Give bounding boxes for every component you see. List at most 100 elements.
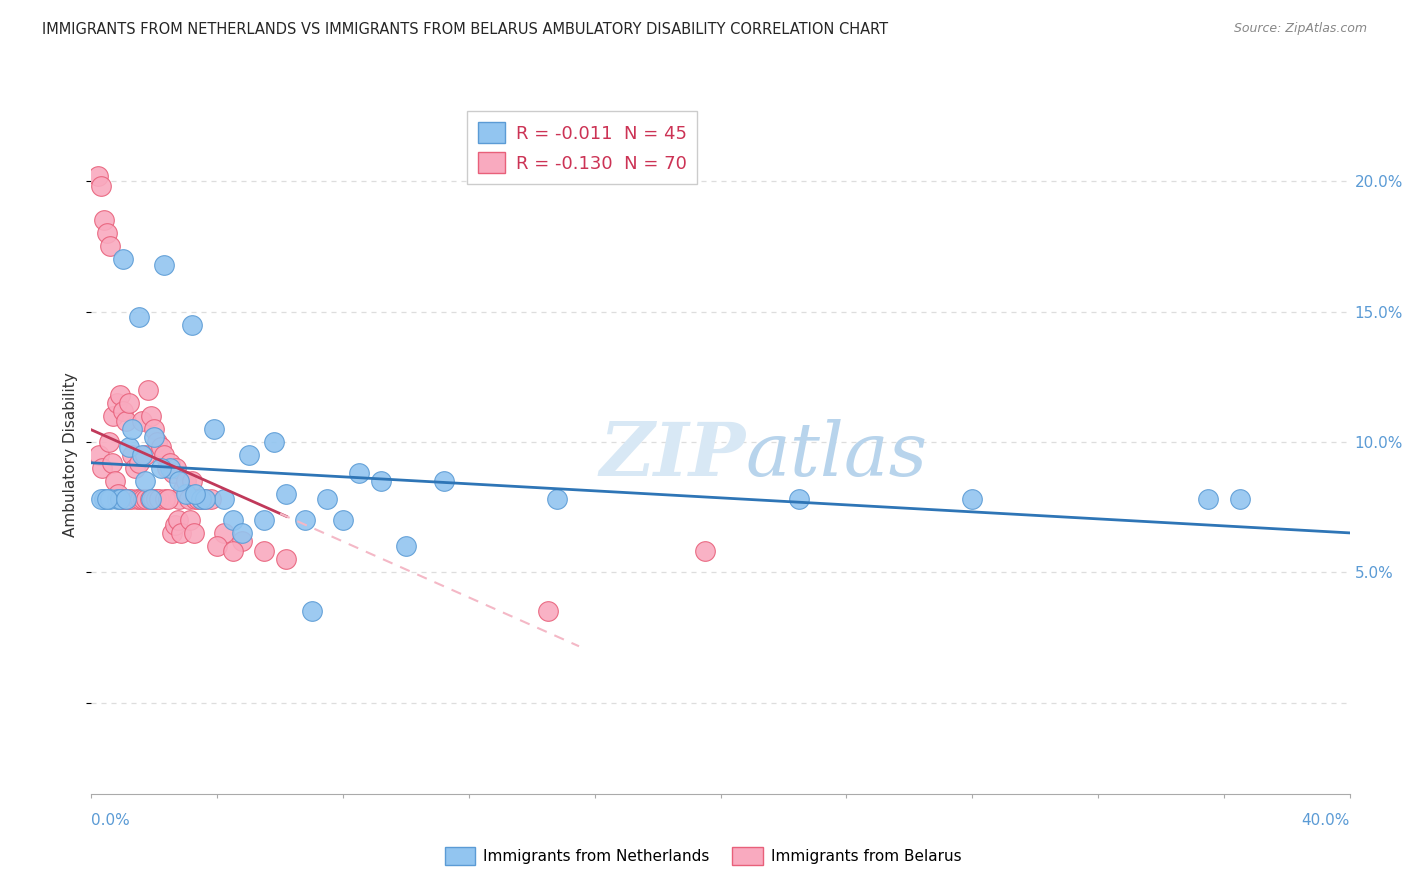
Point [174,487,197,501]
Point [370,474,392,488]
Point [149,440,172,454]
Point [160,526,183,541]
Point [110,492,132,507]
Point [238,448,260,462]
Point [146,434,169,449]
Text: 40.0%: 40.0% [1302,814,1350,828]
Point [169,492,191,507]
Text: 0.0%: 0.0% [91,814,131,828]
Point [121,422,143,436]
Point [167,513,190,527]
Point [129,492,152,507]
Point [159,461,181,475]
Point [190,492,212,507]
Legend: Immigrants from Netherlands, Immigrants from Belarus: Immigrants from Netherlands, Immigrants … [439,841,967,871]
Point [131,448,153,462]
Y-axis label: Ambulatory Disability: Ambulatory Disability [63,373,79,537]
Point [107,487,129,501]
Point [194,492,217,507]
Point [157,492,180,507]
Point [222,513,245,527]
Point [128,456,150,470]
Point [152,258,174,272]
Point [169,474,191,488]
Point [98,239,121,253]
Point [181,318,204,332]
Text: Source: ZipAtlas.com: Source: ZipAtlas.com [1233,22,1367,36]
Point [138,492,160,507]
Text: ZIP: ZIP [599,418,745,491]
Point [152,448,174,462]
Point [183,526,205,541]
Point [156,461,179,475]
Point [159,456,181,470]
Point [170,526,193,541]
Point [181,474,204,488]
Point [200,492,222,507]
Point [118,396,141,410]
Point [294,513,316,527]
Point [347,466,370,480]
Point [1229,492,1251,507]
Point [115,492,138,507]
Point [96,227,118,241]
Point [149,461,172,475]
Point [962,492,984,507]
Point [142,492,165,507]
Point [222,544,245,558]
Point [111,403,134,417]
Point [101,456,124,470]
Point [212,492,235,507]
Point [253,513,276,527]
Point [118,440,141,454]
Point [145,492,167,507]
Point [163,518,186,533]
Point [98,492,121,507]
Point [111,252,134,267]
Point [148,492,170,507]
Point [332,513,354,527]
Point [93,492,115,507]
Point [231,533,253,548]
Point [93,213,115,227]
Point [86,169,108,183]
Point [141,409,163,423]
Point [128,310,150,324]
Point [202,422,225,436]
Point [131,414,153,428]
Point [124,461,146,475]
Point [97,434,120,449]
Point [179,513,201,527]
Point [231,526,253,541]
Point [143,430,166,444]
Point [263,434,285,449]
Point [276,552,298,566]
Point [162,466,184,480]
Point [787,492,810,507]
Point [433,474,456,488]
Point [90,179,112,194]
Point [546,492,568,507]
Point [105,396,128,410]
Point [693,544,716,558]
Point [117,492,139,507]
Legend: R = -0.011  N = 45, R = -0.130  N = 70: R = -0.011 N = 45, R = -0.130 N = 70 [467,112,697,184]
Point [104,474,127,488]
Point [105,492,128,507]
Point [212,526,235,541]
Point [301,604,323,618]
Text: atlas: atlas [745,418,928,491]
Point [143,422,166,436]
Point [194,492,217,507]
Point [276,487,298,501]
Point [190,492,212,507]
Point [1197,492,1219,507]
Point [120,492,142,507]
Point [184,492,207,507]
Point [155,492,177,507]
Point [132,492,155,507]
Point [112,492,135,507]
Point [89,448,111,462]
Point [90,492,112,507]
Point [108,492,131,507]
